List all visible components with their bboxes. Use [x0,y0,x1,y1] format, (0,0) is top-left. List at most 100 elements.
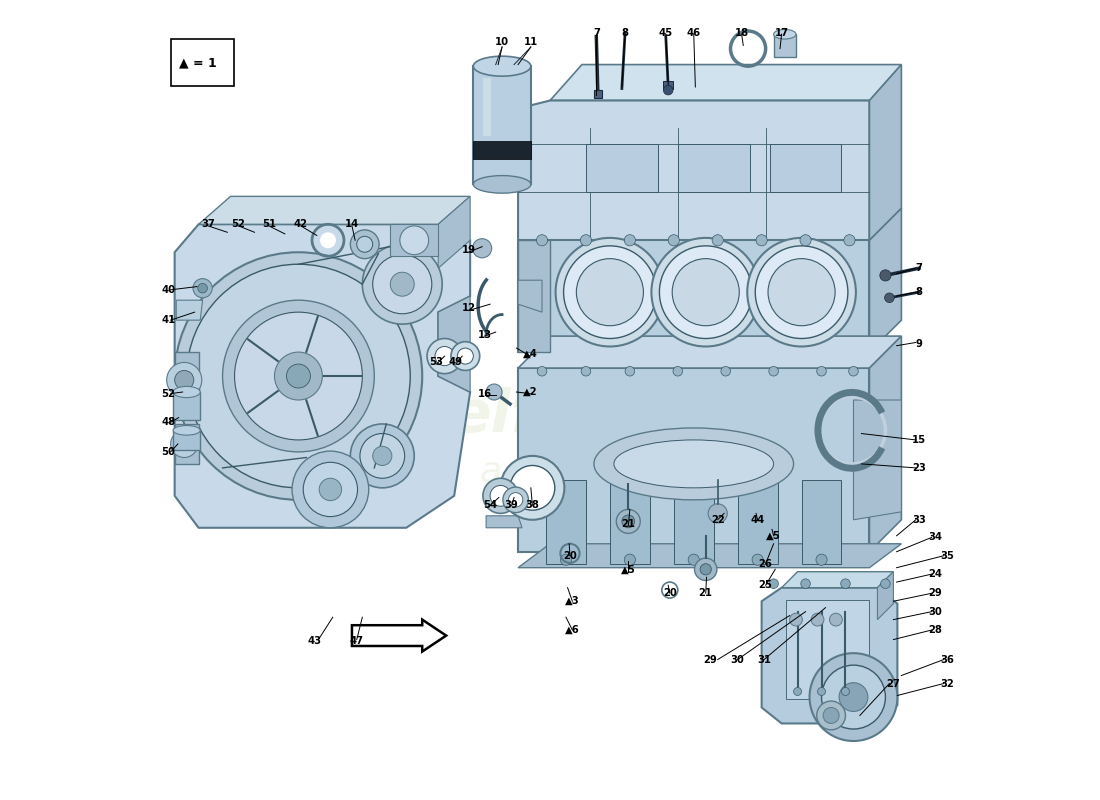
Text: 36: 36 [940,654,954,665]
Text: ▲ = 1: ▲ = 1 [178,56,217,69]
Bar [663,81,673,89]
Polygon shape [761,588,898,723]
Text: 44: 44 [750,514,764,525]
Circle shape [720,366,730,376]
Text: 37: 37 [201,219,216,230]
Ellipse shape [773,30,796,39]
Polygon shape [390,224,438,256]
Circle shape [810,653,898,741]
Circle shape [350,230,380,258]
Polygon shape [518,240,869,352]
Circle shape [508,493,522,507]
Polygon shape [518,544,901,568]
Circle shape [537,234,548,246]
Text: 31: 31 [757,654,771,665]
Polygon shape [176,300,202,320]
Polygon shape [173,392,200,420]
Circle shape [689,554,700,566]
Circle shape [668,234,680,246]
Text: ▲6: ▲6 [565,625,580,635]
Circle shape [537,366,547,376]
Circle shape [503,487,528,513]
Circle shape [708,504,727,523]
Circle shape [793,687,802,695]
Text: 20: 20 [563,550,576,561]
Text: a passion: a passion [481,455,651,489]
Circle shape [222,300,374,452]
Polygon shape [869,65,901,240]
Polygon shape [785,600,869,699]
Circle shape [192,278,212,298]
Circle shape [320,232,336,248]
Circle shape [816,366,826,376]
Polygon shape [878,572,893,620]
Polygon shape [773,34,796,57]
Text: 32: 32 [940,678,954,689]
Circle shape [373,254,432,314]
Polygon shape [802,480,842,564]
Ellipse shape [473,175,531,193]
Circle shape [581,366,591,376]
Text: 14: 14 [344,219,359,230]
Text: ▲3: ▲3 [565,596,580,606]
Polygon shape [586,145,658,192]
Polygon shape [438,296,470,392]
Circle shape [756,246,848,338]
Text: 12: 12 [462,303,475,313]
Text: 25: 25 [759,580,772,590]
Circle shape [881,579,890,589]
Polygon shape [175,352,199,408]
Circle shape [790,614,802,626]
Text: 30: 30 [730,654,745,665]
Text: ▲5: ▲5 [767,530,781,541]
Polygon shape [854,400,901,520]
Circle shape [427,338,462,374]
Circle shape [491,486,510,506]
Circle shape [811,614,824,626]
Circle shape [616,510,640,534]
Circle shape [556,238,664,346]
Circle shape [816,554,827,566]
Circle shape [663,86,673,95]
Text: 11: 11 [524,38,538,47]
Text: 9: 9 [915,339,923,349]
Text: 52: 52 [162,389,175,398]
Circle shape [458,348,473,364]
Text: 46: 46 [686,28,701,38]
Text: 18: 18 [735,28,749,38]
Circle shape [738,39,758,58]
Ellipse shape [173,426,200,435]
Polygon shape [199,196,470,224]
Text: 15: 15 [912,435,926,445]
Text: 42: 42 [294,219,308,230]
Circle shape [752,554,763,566]
Text: 49: 49 [449,357,463,366]
Text: 30: 30 [928,606,942,617]
Text: 39: 39 [505,501,518,510]
Text: 16: 16 [477,389,492,398]
Text: 29: 29 [703,654,716,665]
FancyBboxPatch shape [170,39,233,86]
Polygon shape [546,480,586,564]
Circle shape [373,446,392,466]
Circle shape [187,264,410,488]
Ellipse shape [473,56,531,76]
Polygon shape [175,224,470,528]
Circle shape [849,366,858,376]
Circle shape [486,384,502,400]
Circle shape [170,430,198,458]
Polygon shape [674,480,714,564]
Circle shape [651,238,760,346]
Circle shape [175,370,194,390]
Text: 7: 7 [593,28,600,38]
Circle shape [563,246,657,338]
Circle shape [842,687,849,695]
Text: 34: 34 [928,532,942,542]
Text: 38: 38 [526,501,539,510]
Circle shape [768,258,835,326]
Circle shape [822,665,886,729]
Circle shape [560,554,572,566]
Polygon shape [518,101,869,240]
Text: 23: 23 [912,463,926,473]
Circle shape [319,478,342,501]
